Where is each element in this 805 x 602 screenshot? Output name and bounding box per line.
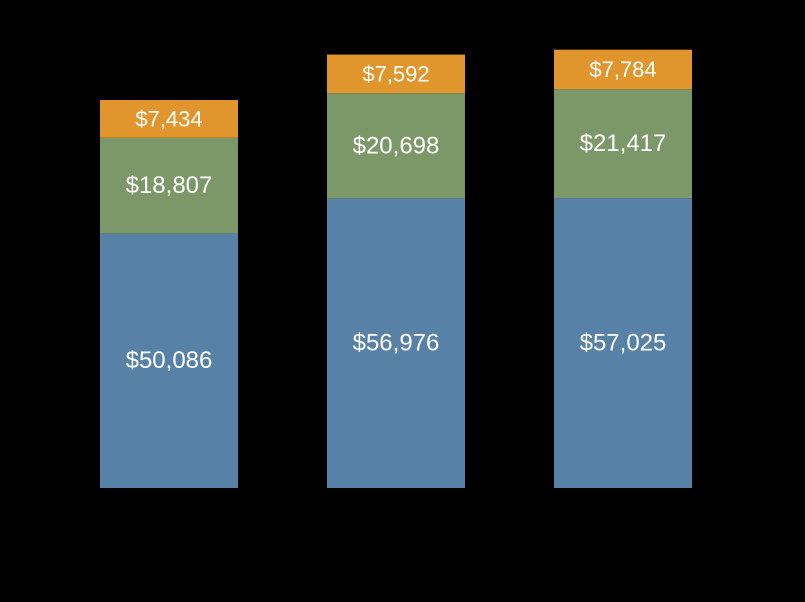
segment-value-label: $50,086 [126, 347, 213, 374]
bar-total-label: $76,327 [126, 69, 213, 96]
bar-segment-q3-19-s2 [554, 89, 692, 199]
segment-value-label: $7,434 [135, 106, 202, 131]
bars-layer [100, 49, 692, 488]
bar-segment-q3-18-s2 [100, 137, 238, 234]
bar-total-label: $85,266 [353, 24, 440, 51]
x-axis-category-label: Q3-19 [598, 532, 648, 552]
bar-segment-q3-18-s1 [100, 233, 238, 488]
segment-value-label: $21,417 [580, 130, 667, 157]
segment-value-label: $57,025 [580, 330, 667, 357]
segment-labels-layer: $50,086 $18,807 $7,434 $56,976 $20,698 $7,592… [126, 57, 667, 374]
segment-value-label: $7,784 [589, 57, 656, 82]
bar-segment-q3-19-s3 [554, 49, 692, 90]
bar-segment-q3-18-s3 [100, 100, 238, 138]
x-axis-category-label: Q2-19 [371, 532, 421, 552]
segment-value-label: $7,592 [362, 61, 429, 86]
bar-segment-q3-19-s1 [554, 198, 692, 488]
category-labels-layer: Q3-18 Q2-19 Q3-19 [144, 532, 648, 552]
segment-value-label: $56,976 [353, 330, 440, 357]
bar-segment-q2-19-s3 [327, 54, 465, 94]
bar-segment-q2-19-s2 [327, 93, 465, 199]
total-labels-layer: $76,327 $85,266 $86,226 [126, 19, 667, 96]
bar-segment-q2-19-s1 [327, 198, 465, 488]
segment-value-label: $20,698 [353, 132, 440, 159]
bar-total-label: $86,226 [580, 19, 667, 46]
segment-value-label: $18,807 [126, 172, 213, 199]
x-axis-category-label: Q3-18 [144, 532, 194, 552]
